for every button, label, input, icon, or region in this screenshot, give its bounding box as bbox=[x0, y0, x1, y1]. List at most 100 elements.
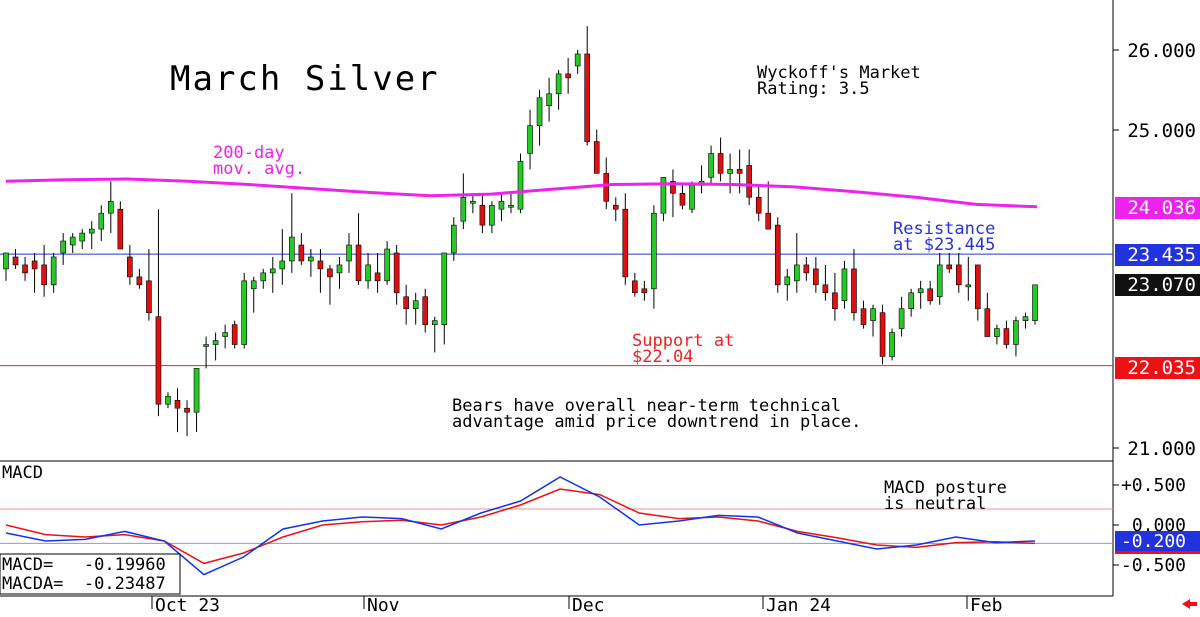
candle bbox=[298, 233, 305, 265]
price-tags: 24.036 23.435 23.070 22.035 bbox=[1115, 197, 1200, 379]
candle-body bbox=[412, 300, 419, 309]
ma-label: 200-day mov. avg. bbox=[213, 143, 305, 179]
candle-body bbox=[870, 308, 876, 321]
candle-body bbox=[317, 260, 324, 270]
candle-body bbox=[50, 256, 57, 286]
candle-body bbox=[479, 204, 486, 226]
candle bbox=[31, 252, 38, 293]
candle bbox=[136, 268, 143, 289]
candle bbox=[3, 252, 9, 281]
candle-body bbox=[517, 161, 524, 210]
candle-body bbox=[975, 264, 981, 310]
macda-readout: MACDA= -0.23487 bbox=[2, 574, 166, 594]
candle-body bbox=[393, 252, 400, 294]
candle bbox=[470, 193, 476, 214]
candle bbox=[50, 252, 57, 293]
candle bbox=[651, 205, 657, 309]
candle bbox=[593, 129, 600, 174]
candle bbox=[803, 256, 810, 281]
candle-body bbox=[984, 308, 991, 337]
support-price-tag-label: 22.035 bbox=[1127, 357, 1196, 379]
candle-body bbox=[260, 272, 267, 282]
candle bbox=[98, 205, 105, 242]
candle-body bbox=[1022, 316, 1029, 321]
candle bbox=[212, 332, 219, 361]
ma-price-tag-label: 24.036 bbox=[1127, 197, 1196, 219]
candle-body bbox=[917, 288, 924, 294]
candle-body bbox=[422, 296, 429, 325]
candle-body bbox=[250, 280, 257, 290]
macd-posture-note: MACD posture is neutral bbox=[884, 478, 1007, 514]
chart-title: March Silver bbox=[170, 59, 440, 99]
candle bbox=[1003, 320, 1010, 349]
candle-body bbox=[346, 244, 352, 262]
candle-body bbox=[60, 240, 66, 254]
candle bbox=[441, 252, 448, 345]
candle bbox=[365, 252, 371, 289]
candle-body bbox=[879, 312, 886, 357]
candle-body bbox=[241, 280, 247, 345]
candle bbox=[765, 181, 772, 230]
macd-line bbox=[5, 476, 1036, 576]
macd-tick-label: -0.500 bbox=[1121, 555, 1186, 576]
candle-body bbox=[451, 224, 457, 254]
candle-body bbox=[813, 268, 819, 286]
candle-body bbox=[708, 153, 714, 178]
candle-body bbox=[603, 173, 610, 202]
x-tick-label: Nov bbox=[367, 595, 400, 616]
candle bbox=[69, 233, 76, 253]
candle bbox=[12, 249, 19, 269]
candle bbox=[612, 197, 619, 222]
candle bbox=[784, 268, 791, 301]
candle-body bbox=[489, 204, 495, 226]
candle-body bbox=[174, 399, 181, 409]
resistance-price-tag-label: 23.435 bbox=[1127, 244, 1196, 266]
candle bbox=[584, 26, 590, 146]
candle-body bbox=[1003, 328, 1010, 345]
candle-body bbox=[184, 407, 190, 413]
candle-body bbox=[146, 280, 152, 313]
candle bbox=[479, 193, 486, 234]
candle bbox=[832, 272, 838, 321]
macda-line bbox=[5, 488, 1036, 565]
candle-body bbox=[79, 232, 86, 242]
candle-body bbox=[431, 320, 438, 325]
candle-body bbox=[946, 264, 953, 270]
candle-body bbox=[508, 204, 514, 208]
candle-body bbox=[231, 324, 238, 345]
candle bbox=[517, 153, 524, 214]
candle bbox=[746, 149, 752, 206]
candle bbox=[412, 292, 419, 325]
candle-body bbox=[555, 73, 562, 95]
candle bbox=[632, 272, 638, 297]
candle bbox=[527, 109, 533, 170]
ma-200-line bbox=[5, 177, 1038, 209]
candle-body bbox=[851, 268, 857, 313]
candle-body bbox=[117, 208, 124, 250]
candle-body bbox=[622, 208, 629, 278]
candle bbox=[327, 264, 333, 305]
candle bbox=[917, 280, 924, 309]
candle bbox=[936, 252, 943, 305]
candle-body bbox=[12, 256, 19, 266]
candle bbox=[841, 260, 848, 309]
support-price-tag bbox=[1115, 357, 1200, 379]
candle-body bbox=[794, 264, 800, 282]
candle bbox=[489, 201, 495, 234]
candle-body bbox=[774, 224, 781, 286]
scroll-left-arrow-icon[interactable] bbox=[1182, 599, 1197, 609]
candle-body bbox=[641, 288, 648, 294]
candle bbox=[870, 304, 876, 337]
candle bbox=[384, 241, 390, 285]
candle bbox=[727, 153, 733, 194]
candle-body bbox=[1013, 320, 1019, 345]
y-tick-label: 21.000 bbox=[1127, 438, 1196, 460]
candle bbox=[279, 229, 286, 285]
last-price-tag-label: 23.070 bbox=[1127, 274, 1196, 296]
candle bbox=[898, 296, 905, 337]
candle bbox=[289, 193, 295, 273]
candle-body bbox=[546, 93, 552, 107]
resistance-price-tag bbox=[1115, 244, 1200, 266]
candle-body bbox=[155, 316, 162, 405]
